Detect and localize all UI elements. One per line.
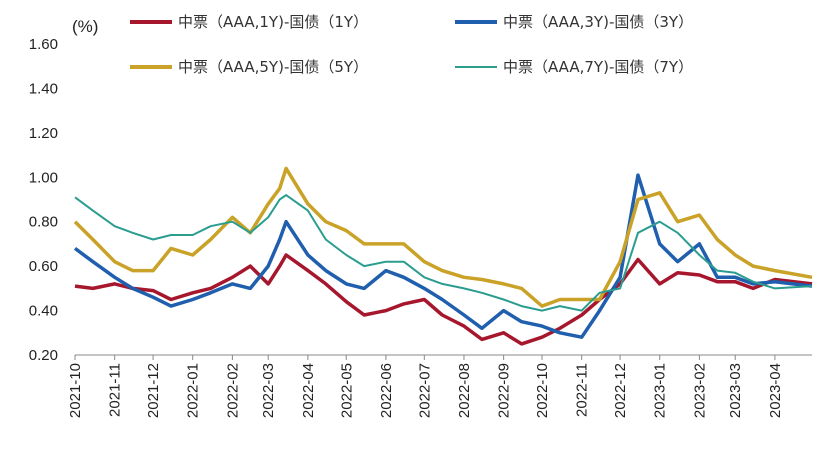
legend-label-3: 中票（AAA,5Y)-国债（5Y） [178, 58, 368, 76]
legend-label-1: 中票（AAA,1Y)-国债（1Y） [178, 13, 368, 31]
x-tick-label: 2022-03 [260, 363, 277, 418]
x-tick-label: 2022-04 [300, 363, 317, 418]
x-axis: 2021-10 2021-11 2021-12 2022-01 2022-02 2022-… [67, 354, 812, 418]
series-line-3 [73, 166, 813, 308]
x-tick-label: 2022-05 [338, 363, 355, 418]
x-tick-label: 2022-02 [224, 363, 241, 418]
x-tick-label: 2022-07 [416, 363, 433, 418]
x-tick-label: 2023-02 [691, 363, 708, 418]
y-tick-label: 1.20 [29, 125, 58, 142]
x-tick-label: 2022-01 [185, 363, 202, 418]
x-tick-label: 2023-03 [727, 363, 744, 418]
legend-label-4: 中票（AAA,7Y)-国债（7Y） [503, 58, 693, 76]
y-tick-label: 1.60 [29, 36, 58, 53]
series-line-1 [74, 253, 813, 346]
series-line-2 [73, 173, 813, 339]
y-tick-label: 0.20 [29, 347, 58, 364]
x-tick-label: 2021-11 [107, 363, 124, 417]
legend: 中票（AAA,1Y)-国债（1Y） 中票（AAA,3Y)-国债（3Y） 中票（AAA… [130, 13, 693, 76]
unit-label: (%) [72, 17, 98, 36]
x-tick-label: 2023-01 [652, 363, 669, 418]
series-line-4 [74, 194, 813, 312]
x-tick-label: 2022-09 [496, 363, 513, 418]
y-axis: 0.20 0.40 0.60 0.80 1.00 1.20 1.40 1.60 [29, 36, 58, 364]
x-tick-label: 2022-11 [574, 363, 591, 417]
y-tick-label: 0.60 [29, 258, 58, 275]
y-tick-label: 0.40 [29, 303, 58, 320]
x-tick-label: 2022-06 [378, 363, 395, 418]
y-tick-label: 0.80 [29, 214, 58, 231]
x-tick-label: 2021-12 [145, 363, 162, 418]
y-tick-label: 1.40 [29, 80, 58, 97]
x-tick-label: 2022-10 [534, 363, 551, 418]
y-tick-label: 1.00 [29, 169, 58, 186]
legend-label-2: 中票（AAA,3Y)-国债（3Y） [503, 13, 693, 31]
x-tick-label: 2023-04 [767, 363, 784, 418]
x-tick-label: 2022-08 [456, 363, 473, 418]
x-tick-label: 2022-12 [612, 363, 629, 418]
series-lines [73, 166, 813, 346]
x-tick-label: 2021-10 [67, 363, 84, 418]
